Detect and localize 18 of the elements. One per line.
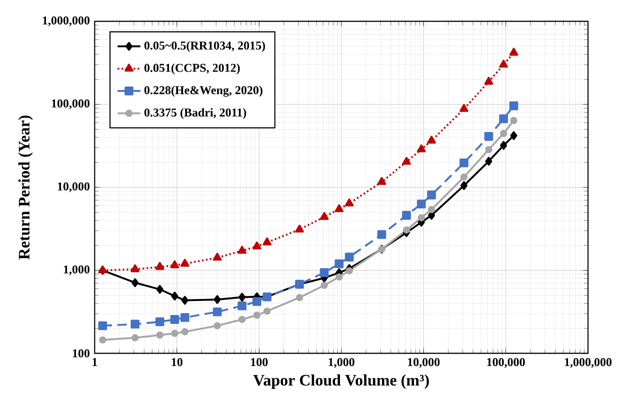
y-tick-label: 10,000: [58, 182, 90, 192]
y-tick-label: 1,000: [64, 265, 90, 276]
x-tick-label: 100,000: [487, 358, 525, 368]
legend-label: 0.05~0.5(RR1034, 2015): [144, 41, 265, 52]
x-tick-label: 100: [251, 358, 268, 366]
y-tick-label: 100,000: [52, 99, 90, 110]
x-tick-label: 10,000: [408, 358, 440, 368]
y-axis-title: Return Period (Year): [18, 116, 33, 260]
y-tick-label: 1,000,000: [42, 16, 90, 26]
legend-label: 0.228(He&Weng, 2020): [144, 86, 262, 97]
x-tick-label: 1: [92, 358, 98, 366]
x-axis-title: Vapor Cloud Volume (m³): [253, 374, 429, 389]
x-tick-label: 1,000: [328, 358, 354, 368]
x-tick-label: 10: [172, 358, 182, 366]
y-tick-label: 100: [72, 349, 90, 358]
legend-label: 0.051(CCPS, 2012): [144, 63, 240, 74]
legend-label: 0.3375 (Badri, 2011): [144, 108, 246, 119]
x-tick-label: 1,000,000: [564, 358, 612, 368]
